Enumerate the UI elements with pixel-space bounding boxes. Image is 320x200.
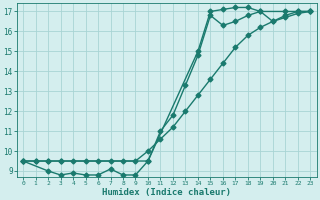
X-axis label: Humidex (Indice chaleur): Humidex (Indice chaleur) — [102, 188, 231, 197]
